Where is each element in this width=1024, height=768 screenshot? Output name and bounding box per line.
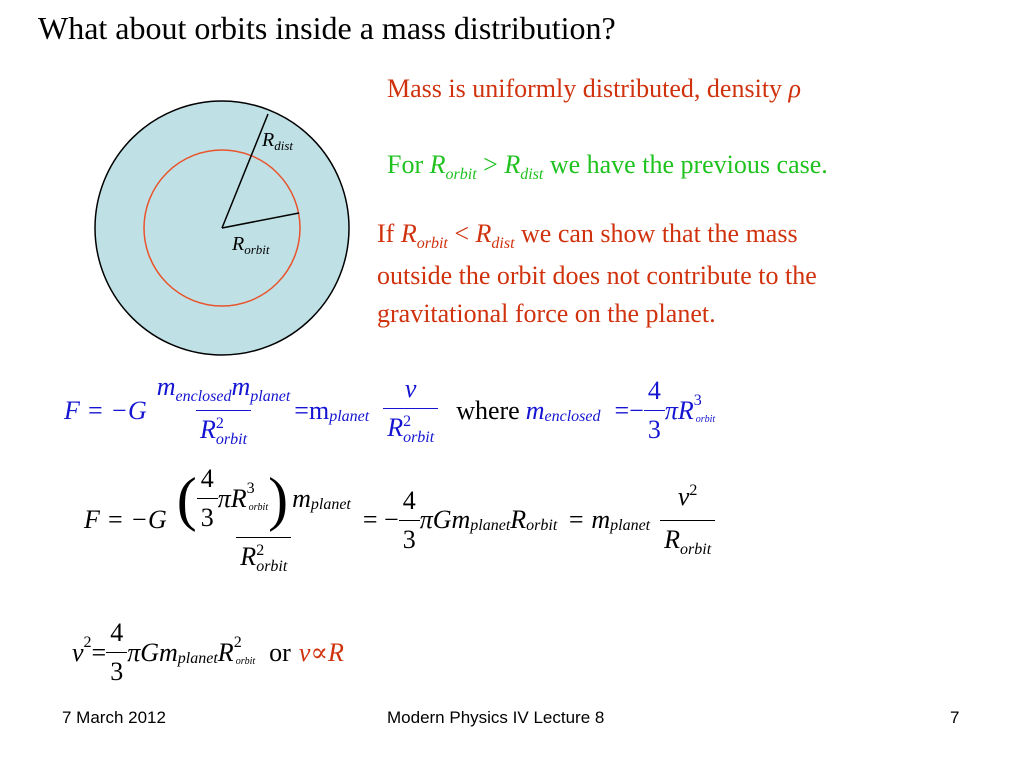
page-number: 7	[950, 708, 960, 727]
density-statement: Mass is uniformly distributed, density ρ	[387, 74, 802, 103]
inner-case-statement: If Rorbit < Rdist we can show that the m…	[377, 215, 817, 333]
mass-distribution-diagram	[94, 100, 350, 356]
footer-date: 7 March 2012	[62, 708, 166, 727]
outer-case-statement: For Rorbit > Rdist we have the previous …	[387, 150, 828, 183]
slide-title: What about orbits inside a mass distribu…	[38, 10, 616, 46]
inner-case-line3: gravitational force on the planet.	[377, 299, 716, 328]
orbit-circle	[143, 149, 301, 307]
equation-1: F = −G menclosedmplanet R2orbit =m planet…	[64, 370, 715, 451]
r-dist-label: Rdist	[262, 129, 294, 153]
r-dist-line	[221, 113, 269, 229]
r-orbit-label: Rorbit	[232, 233, 270, 257]
inner-case-line2: outside the orbit does not contribute to…	[377, 261, 817, 290]
footer-title: Modern Physics IV Lecture 8	[387, 708, 605, 727]
r-orbit-line	[221, 212, 300, 229]
